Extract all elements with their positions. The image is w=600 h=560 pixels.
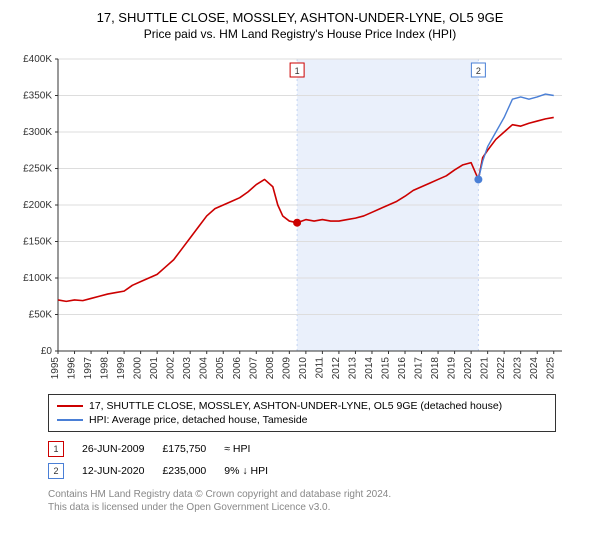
legend-swatch [57, 419, 83, 421]
x-tick-label: 1997 [83, 357, 94, 380]
sale-flag-label-2: 2 [476, 66, 481, 76]
x-tick-label: 1996 [67, 357, 78, 380]
y-tick-label: £250K [23, 164, 52, 175]
x-tick-label: 2017 [414, 357, 425, 380]
x-tick-label: 2003 [182, 357, 193, 380]
footer-line1: Contains HM Land Registry data © Crown c… [48, 488, 588, 501]
y-tick-label: £50K [29, 310, 53, 321]
footer-attribution: Contains HM Land Registry data © Crown c… [48, 488, 588, 514]
x-tick-label: 2021 [480, 357, 491, 380]
x-tick-label: 2015 [380, 357, 391, 380]
x-tick-label: 2007 [248, 357, 259, 380]
x-tick-label: 2019 [447, 357, 458, 380]
sale-delta: ≈ HPI [224, 438, 286, 460]
sale-date: 12-JUN-2020 [82, 460, 162, 482]
x-tick-label: 2013 [347, 357, 358, 380]
sale-price: £175,750 [162, 438, 224, 460]
x-tick-label: 2001 [149, 357, 160, 380]
sale-row: 2 12-JUN-2020£235,0009% ↓ HPI [48, 460, 286, 482]
x-tick-label: 2009 [281, 357, 292, 380]
x-tick-label: 2025 [546, 357, 557, 380]
y-tick-label: £100K [23, 273, 52, 284]
x-tick-label: 2018 [430, 357, 441, 380]
x-tick-label: 2023 [513, 357, 524, 380]
x-tick-label: 2005 [215, 357, 226, 380]
series-hpi [478, 94, 553, 179]
footer-line2: This data is licensed under the Open Gov… [48, 501, 588, 514]
sale-delta: 9% ↓ HPI [224, 460, 286, 482]
x-tick-label: 1995 [50, 357, 61, 380]
x-tick-label: 2012 [331, 357, 342, 380]
legend-row: HPI: Average price, detached house, Tame… [57, 413, 547, 427]
sale-dot-1 [293, 219, 301, 227]
legend-box: 17, SHUTTLE CLOSE, MOSSLEY, ASHTON-UNDER… [48, 394, 556, 432]
y-tick-label: £350K [23, 91, 52, 102]
sale-price: £235,000 [162, 460, 224, 482]
x-tick-label: 2014 [364, 357, 375, 380]
y-tick-label: £0 [41, 346, 53, 357]
x-tick-label: 1999 [116, 357, 127, 380]
y-tick-label: £150K [23, 237, 52, 248]
sale-marker-icon: 1 [48, 441, 64, 457]
sale-row: 1 26-JUN-2009£175,750≈ HPI [48, 438, 286, 460]
sale-date: 26-JUN-2009 [82, 438, 162, 460]
y-tick-label: £300K [23, 127, 52, 138]
sale-flag-label-1: 1 [295, 66, 300, 76]
legend-label: 17, SHUTTLE CLOSE, MOSSLEY, ASHTON-UNDER… [89, 400, 502, 412]
chart-title-line2: Price paid vs. HM Land Registry's House … [12, 27, 588, 41]
y-tick-label: £200K [23, 200, 52, 211]
x-tick-label: 2016 [397, 357, 408, 380]
sales-table: 1 26-JUN-2009£175,750≈ HPI 2 12-JUN-2020£23… [48, 438, 286, 482]
chart-title-line1: 17, SHUTTLE CLOSE, MOSSLEY, ASHTON-UNDER… [12, 10, 588, 25]
x-tick-label: 2011 [314, 357, 325, 379]
legend-swatch [57, 405, 83, 407]
legend-label: HPI: Average price, detached house, Tame… [89, 414, 308, 426]
sale-marker-icon: 2 [48, 463, 64, 479]
x-tick-label: 1998 [100, 357, 111, 380]
sale-dot-2 [474, 175, 482, 183]
x-tick-label: 2020 [463, 357, 474, 380]
x-tick-label: 2022 [496, 357, 507, 380]
x-tick-label: 2006 [232, 357, 243, 380]
x-tick-label: 2000 [133, 357, 144, 380]
chart-area: £0 £50K £100K £150K £200K £250K £300K £350K £400… [12, 51, 588, 386]
x-tick-label: 2008 [265, 357, 276, 380]
legend-row: 17, SHUTTLE CLOSE, MOSSLEY, ASHTON-UNDER… [57, 399, 547, 413]
x-tick-label: 2004 [199, 357, 210, 380]
x-tick-label: 2010 [298, 357, 309, 380]
x-tick-label: 2002 [166, 357, 177, 380]
x-tick-label: 2024 [529, 357, 540, 380]
y-tick-label: £400K [23, 54, 52, 65]
line-chart-svg: £0 £50K £100K £150K £200K £250K £300K £350K £400… [12, 51, 572, 381]
